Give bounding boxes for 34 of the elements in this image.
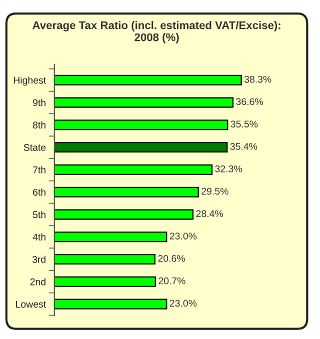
- y-tick-label: 8th: [32, 121, 46, 129]
- data-label: 23.0%: [170, 300, 197, 307]
- data-label: 20.6%: [158, 255, 185, 262]
- data-label: 36.6%: [236, 98, 263, 106]
- data-label: 35.5%: [230, 120, 258, 128]
- bar: [54, 164, 213, 175]
- data-label: 28.4%: [196, 210, 223, 218]
- data-label: 32.3%: [215, 165, 242, 172]
- bar: [54, 209, 194, 220]
- y-tick-label: Highest: [14, 76, 46, 86]
- data-label: 20.7%: [158, 277, 186, 284]
- y-tick-label: 5th: [32, 210, 46, 218]
- bar: [54, 254, 156, 265]
- data-label: 35.4%: [230, 143, 258, 150]
- y-tick-label: 9th: [33, 98, 46, 106]
- data-label: 29.5%: [202, 188, 228, 195]
- bar: [54, 97, 234, 108]
- y-tick-label: 3rd: [32, 256, 46, 263]
- bar: [54, 298, 168, 310]
- y-tick-label: 6th: [33, 188, 46, 196]
- bar: [54, 276, 156, 287]
- bar: [54, 142, 228, 153]
- bar: [54, 120, 228, 130]
- bar: [54, 232, 168, 242]
- y-tick-label: 4th: [32, 233, 46, 240]
- bar: [54, 186, 199, 198]
- data-label: 23.0%: [170, 232, 197, 240]
- data-label: 38.3%: [244, 76, 272, 83]
- y-tick-label: State: [24, 144, 46, 151]
- bar: [54, 74, 242, 86]
- y-tick-label: 7th: [33, 166, 46, 174]
- chart-title: Average Tax Ratio (incl. estimated VAT/Excise): 2008 (%): [32, 21, 280, 44]
- y-tick-label: 2nd: [30, 278, 46, 286]
- y-tick-label: Lowest: [16, 300, 46, 308]
